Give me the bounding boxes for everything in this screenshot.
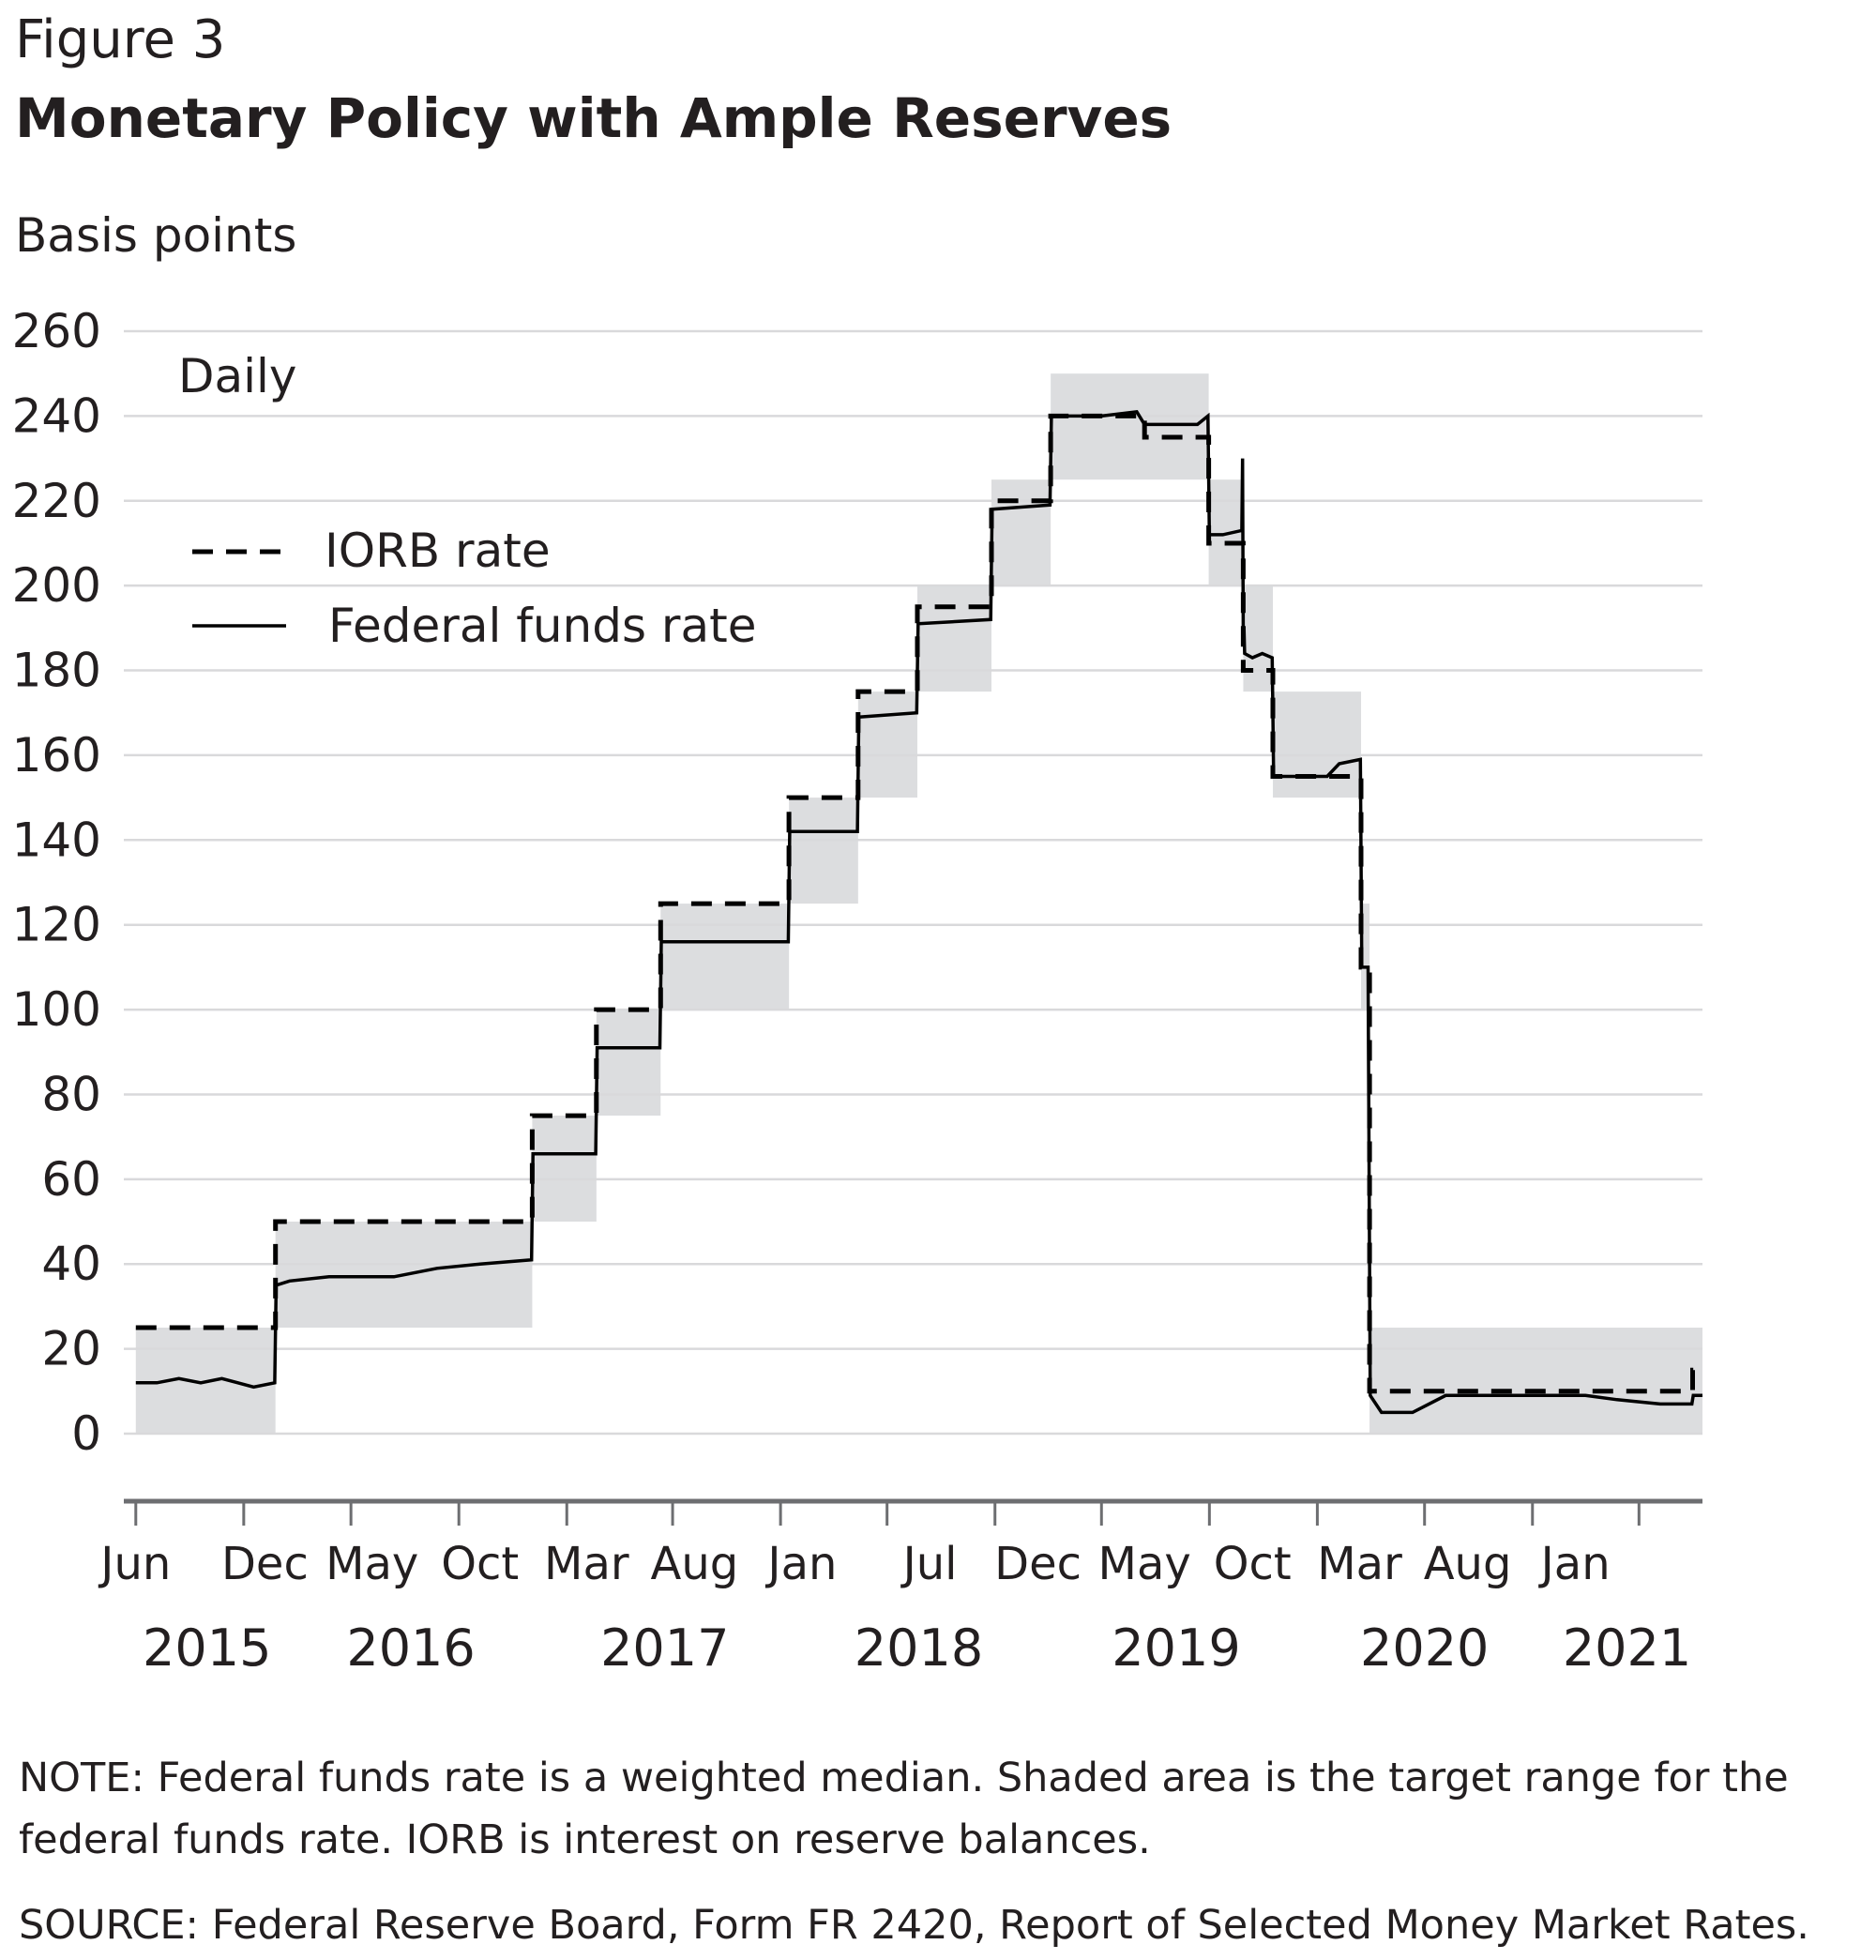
x-tick-label-4: Mar	[544, 1538, 629, 1590]
target-range-band-3	[596, 1010, 661, 1117]
target-range-band-6	[857, 691, 918, 798]
x-tick-label-7: Jul	[900, 1538, 958, 1590]
y-tick-label-60: 60	[41, 1152, 101, 1207]
x-tick-label-6: Jan	[764, 1538, 837, 1590]
target-range-band-11	[1243, 585, 1274, 692]
x-tick-label-0: Jun	[98, 1538, 171, 1590]
y-tick-label-160: 160	[12, 728, 101, 782]
x-tick-label-10: Oct	[1214, 1538, 1292, 1590]
target-range-band-12	[1273, 691, 1362, 798]
x-tick-label-3: Oct	[441, 1538, 519, 1590]
x-tick-label-2: May	[325, 1538, 418, 1590]
x-tick-label-5: Aug	[651, 1538, 739, 1590]
series-lines	[135, 410, 1702, 1415]
y-tick-label-40: 40	[41, 1237, 101, 1291]
x-tick-labels: Jun Dec May Oct Mar Aug Jan Jul Dec May Oct Mar Aug J…	[98, 1538, 1691, 1678]
y-tick-label-220: 220	[12, 474, 101, 528]
y-tick-label-140: 140	[12, 813, 101, 867]
y-tick-label-240: 240	[12, 388, 101, 443]
figure-label: Figure 3	[15, 9, 226, 70]
chart-title: Monetary Policy with Ample Reserves	[15, 86, 1172, 150]
y-tick-label-80: 80	[41, 1067, 101, 1121]
x-year-label-2020: 2020	[1360, 1618, 1489, 1678]
x-year-label-2015: 2015	[143, 1618, 271, 1678]
x-tick-label-9: May	[1098, 1538, 1191, 1590]
y-tick-label-20: 20	[41, 1322, 101, 1376]
x-tick-label-11: Mar	[1317, 1538, 1402, 1590]
y-axis-unit-label: Basis points	[15, 208, 297, 263]
y-tick-label-100: 100	[12, 982, 101, 1037]
chart-note: NOTE: Federal funds rate is a weighted m…	[19, 1755, 1789, 1863]
chart-source: SOURCE: Federal Reserve Board, Form FR 2…	[19, 1902, 1809, 1949]
x-year-label-2018: 2018	[855, 1618, 983, 1678]
y-tick-label-180: 180	[12, 644, 101, 698]
target-range-band-9	[1051, 373, 1209, 480]
x-year-label-2016: 2016	[346, 1618, 475, 1678]
y-tick-label-260: 260	[12, 304, 101, 358]
x-year-label-2017: 2017	[600, 1618, 729, 1678]
legend-label-federal-funds: Federal funds rate	[328, 599, 757, 653]
y-tick-labels: 0 20 40 60 80 100 120 140 160 180 200 220 240 260	[12, 304, 101, 1461]
y-tick-label-0: 0	[71, 1406, 101, 1461]
y-tick-label-200: 200	[12, 558, 101, 613]
y-tick-label-120: 120	[12, 898, 101, 952]
target-range-band-2	[532, 1116, 597, 1223]
series-line-federal-funds	[135, 410, 1702, 1415]
target-range-band-8	[991, 479, 1051, 586]
legend-label-iorb: IORB rate	[325, 524, 551, 578]
legend: IORB rate Federal funds rate	[192, 524, 757, 653]
target-range-band-7	[917, 585, 991, 692]
target-range-band-14	[1369, 1328, 1702, 1434]
x-year-label-2019: 2019	[1112, 1618, 1240, 1678]
target-range-band-5	[789, 798, 858, 904]
x-axis	[124, 1498, 1702, 1526]
x-tick-label-12: Aug	[1424, 1538, 1512, 1590]
target-range-band-13	[1361, 904, 1370, 1010]
x-tick-label-1: Dec	[221, 1538, 309, 1590]
x-year-label-2021: 2021	[1563, 1618, 1691, 1678]
chart-annotation-daily: Daily	[178, 349, 297, 403]
chart-plot: 0 20 40 60 80 100 120 140 160 180 200 220 240 260 Jun…	[12, 304, 1702, 1678]
x-tick-label-8: Dec	[994, 1538, 1082, 1590]
target-range-band-4	[660, 904, 790, 1010]
gridlines	[124, 329, 1702, 1436]
x-tick-label-13: Jan	[1538, 1538, 1611, 1590]
